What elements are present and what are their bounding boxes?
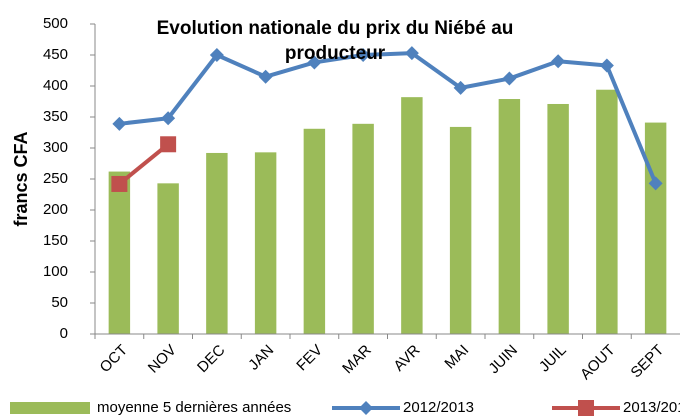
y-tick-label: 400 [43,77,68,94]
chart-title: Evolution nationale du prix du Niébé au … [156,18,514,64]
line [119,51,658,185]
line-marker [551,54,566,69]
line-marker [502,71,517,86]
line-marker [112,116,127,131]
x-tick-label: JAN [245,342,277,374]
bar [352,123,374,334]
y-tick-label: 250 [43,170,68,187]
x-tick-label: OCT [97,342,131,376]
y-tick-label: 500 [43,15,68,32]
x-tick-label: MAR [339,342,375,378]
line-marker [258,69,273,84]
bar [303,128,326,334]
y-tick-label: 150 [43,232,68,249]
x-tick-label: MAI [441,342,472,373]
legend-label: moyenne 5 dernières années [97,399,291,416]
y-tick-label: 350 [43,108,68,125]
x-tick-label: SEPT [628,342,668,382]
x-tick-label: JUIL [536,342,570,376]
y-tick-label: 450 [43,46,68,63]
line-marker [209,48,224,62]
line-marker [648,176,663,191]
legend-marker [578,400,594,416]
bar [596,89,618,334]
y-tick-label: 100 [43,263,68,280]
legend-label: 2013/2014 [623,399,680,416]
y-tick-label: 50 [51,294,68,311]
x-tick-label: AOUT [577,342,618,383]
legend-marker [359,401,373,415]
bar [108,171,131,334]
line-marker [160,136,177,153]
x-tick-label: DEC [194,341,229,376]
line-marker [161,111,176,126]
bar [449,126,472,334]
x-tick-label: JUIN [485,342,521,378]
line-marker [404,46,419,61]
line-marker [356,48,371,62]
bar [547,103,569,334]
x-tick-label: NOV [145,342,180,377]
y-tick-label: 200 [43,201,68,218]
line-marker [111,175,128,192]
bar [401,97,423,334]
bar [206,152,228,334]
y-tick-label: 300 [43,139,68,156]
legend-label: 2012/2013 [403,399,474,416]
bar [498,99,521,335]
bar [254,152,277,334]
y-axis-label: francs CFA [11,131,31,226]
line-marker [307,55,322,70]
line-marker [453,80,468,95]
line [118,142,170,186]
line-marker [599,58,614,73]
bar [157,183,179,334]
bar [644,122,667,334]
x-tick-label: FEV [293,342,326,375]
y-tick-label: 0 [60,325,68,342]
legend-swatch [10,402,90,414]
x-tick-label: AVR [390,341,423,374]
